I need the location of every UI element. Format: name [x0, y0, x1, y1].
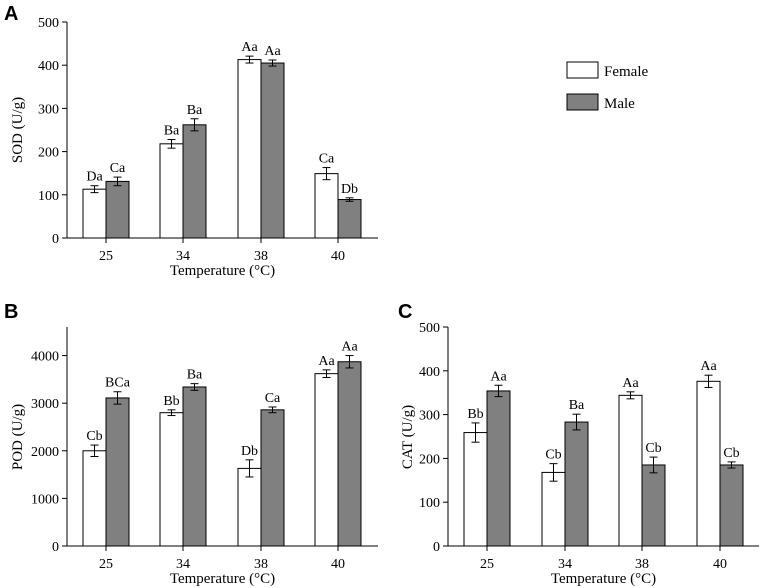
panel-b-bar-female-38 [237, 467, 262, 547]
panel-a-bar-female-34 [159, 143, 184, 239]
panel-b-y-tick-label-3: 3000 [31, 397, 59, 412]
panel-b-x-tick-label-0: 25 [99, 557, 113, 572]
panel-a-y-axis-title: SOD (U/g) [10, 97, 26, 163]
panel-c-sig-label-male-40: Cb [723, 446, 739, 461]
panel-c-sig-label-female-38: Aa [622, 376, 639, 391]
panel-c-bar-female-40 [696, 380, 721, 547]
panel-c-y-tick-label-5: 500 [419, 321, 440, 336]
panel-c-x-tick-label-1: 34 [558, 557, 572, 572]
panel-c-sig-label-male-25: Aa [490, 369, 507, 384]
panel-a-sig-label-male-34: Ba [187, 103, 203, 118]
panel-b-sig-label-male-38: Ca [265, 391, 281, 406]
panel-a-bar-male-38 [260, 62, 285, 239]
panel-b-bar-female-40 [314, 373, 339, 547]
panel-c-letter: C [398, 301, 412, 323]
panel-c-bar-female-38 [618, 394, 643, 547]
panel-c-y-tick-label-2: 200 [419, 452, 440, 467]
panel-c-y-tick-label-4: 400 [419, 365, 440, 380]
panel-c-y-axis-title: CAT (U/g) [400, 405, 416, 469]
panel-b-letter: B [4, 301, 18, 323]
panel-a-sig-label-male-25: Ca [110, 161, 126, 176]
panel-b-x-tick-label-3: 40 [331, 557, 345, 572]
panel-c-y-tick-label-3: 300 [419, 409, 440, 424]
panel-a-y-tick-label-5: 500 [38, 16, 59, 31]
legend-female-label: Female [604, 64, 648, 80]
panel-c-sig-label-female-25: Bb [467, 407, 483, 422]
panel-c-bar-male-38 [641, 464, 666, 547]
panel-a-sig-label-male-38: Aa [264, 44, 281, 59]
panel-c-sig-label-female-40: Aa [700, 359, 717, 374]
panel-c-y-tick-label-1: 100 [419, 496, 440, 511]
panel-b-x-axis-title: Temperature (°C) [170, 571, 275, 587]
panel-b-y-tick-label-2: 2000 [31, 445, 59, 460]
panel-b-sig-label-male-34: Ba [187, 368, 203, 383]
panel-b-bar-male-25 [105, 397, 130, 547]
panel-b-sig-label-male-40: Aa [341, 340, 358, 355]
panel-a-sig-label-female-40: Ca [319, 152, 335, 167]
panel-b-sig-label-female-40: Aa [318, 354, 335, 369]
panel-a-bar-male-34 [182, 124, 207, 239]
panel-a-bar-female-40 [314, 173, 339, 239]
legend-female-swatch [566, 61, 599, 79]
panel-c-y-tick-label-0: 0 [433, 540, 440, 555]
panel-a-x-tick-label-3: 40 [331, 249, 345, 264]
panel-c-sig-label-female-34: Cb [545, 448, 561, 463]
panel-c-bar-female-34 [541, 471, 566, 547]
panel-b-y-axis-title: POD (U/g) [10, 404, 26, 470]
panel-b-y-tick-label-1: 1000 [31, 492, 59, 507]
panel-b-bar-male-40 [337, 361, 362, 547]
panel-a-bar-female-25 [82, 188, 107, 239]
panel-b-bar-female-25 [82, 450, 107, 547]
panel-a-sig-label-female-34: Ba [164, 124, 180, 139]
panel-a-sig-label-female-25: Da [86, 170, 103, 185]
panel-c-sig-label-male-34: Ba [569, 398, 585, 413]
panel-b-bar-male-34 [182, 386, 207, 547]
panel-a-y-tick-label-0: 0 [52, 232, 59, 247]
panel-b-bar-female-34 [159, 412, 184, 547]
panel-c-x-axis-title: Temperature (°C) [551, 571, 656, 587]
panel-a-y-tick-label-2: 200 [38, 146, 59, 161]
panel-c-bar-male-40 [719, 464, 744, 547]
panel-c-x-tick-label-0: 25 [480, 557, 494, 572]
panel-b-y-tick-label-0: 0 [52, 540, 59, 555]
panel-c-bar-male-25 [486, 390, 511, 547]
panel-c-bar-female-25 [463, 432, 488, 547]
panel-a-x-axis-title: Temperature (°C) [170, 263, 275, 279]
legend-male-swatch [566, 93, 599, 111]
panel-a-sig-label-female-38: Aa [241, 40, 258, 55]
panel-a-x-tick-label-1: 34 [176, 249, 190, 264]
panel-a-sig-label-male-40: Db [341, 182, 358, 197]
panel-a-y-tick-label-4: 400 [38, 59, 59, 74]
panel-a-bar-female-38 [237, 59, 262, 239]
panel-a-y-tick-label-1: 100 [38, 189, 59, 204]
panel-a-x-tick-label-2: 38 [254, 249, 268, 264]
legend-male-label: Male [604, 96, 635, 112]
panel-b-sig-label-female-38: Db [241, 444, 258, 459]
panel-a-bar-male-40 [337, 199, 362, 239]
panel-a-y-tick-label-3: 300 [38, 102, 59, 117]
panel-b-x-tick-label-2: 38 [254, 557, 268, 572]
panel-b-sig-label-female-25: Cb [86, 429, 102, 444]
panel-b-y-tick-label-4: 4000 [31, 350, 59, 365]
panel-a-letter: A [4, 3, 18, 25]
panel-b-sig-label-male-25: BCa [105, 376, 131, 391]
panel-b-x-tick-label-1: 34 [176, 557, 190, 572]
panel-a-x-tick-label-0: 25 [99, 249, 113, 264]
panel-b-bar-male-38 [260, 409, 285, 547]
panel-a-bar-male-25 [105, 180, 130, 239]
panel-b-sig-label-female-34: Bb [163, 394, 179, 409]
panel-c-bar-male-34 [564, 421, 589, 547]
panel-c-x-tick-label-3: 40 [713, 557, 727, 572]
panel-c-x-tick-label-2: 38 [635, 557, 649, 572]
panel-c-sig-label-male-38: Cb [645, 441, 661, 456]
